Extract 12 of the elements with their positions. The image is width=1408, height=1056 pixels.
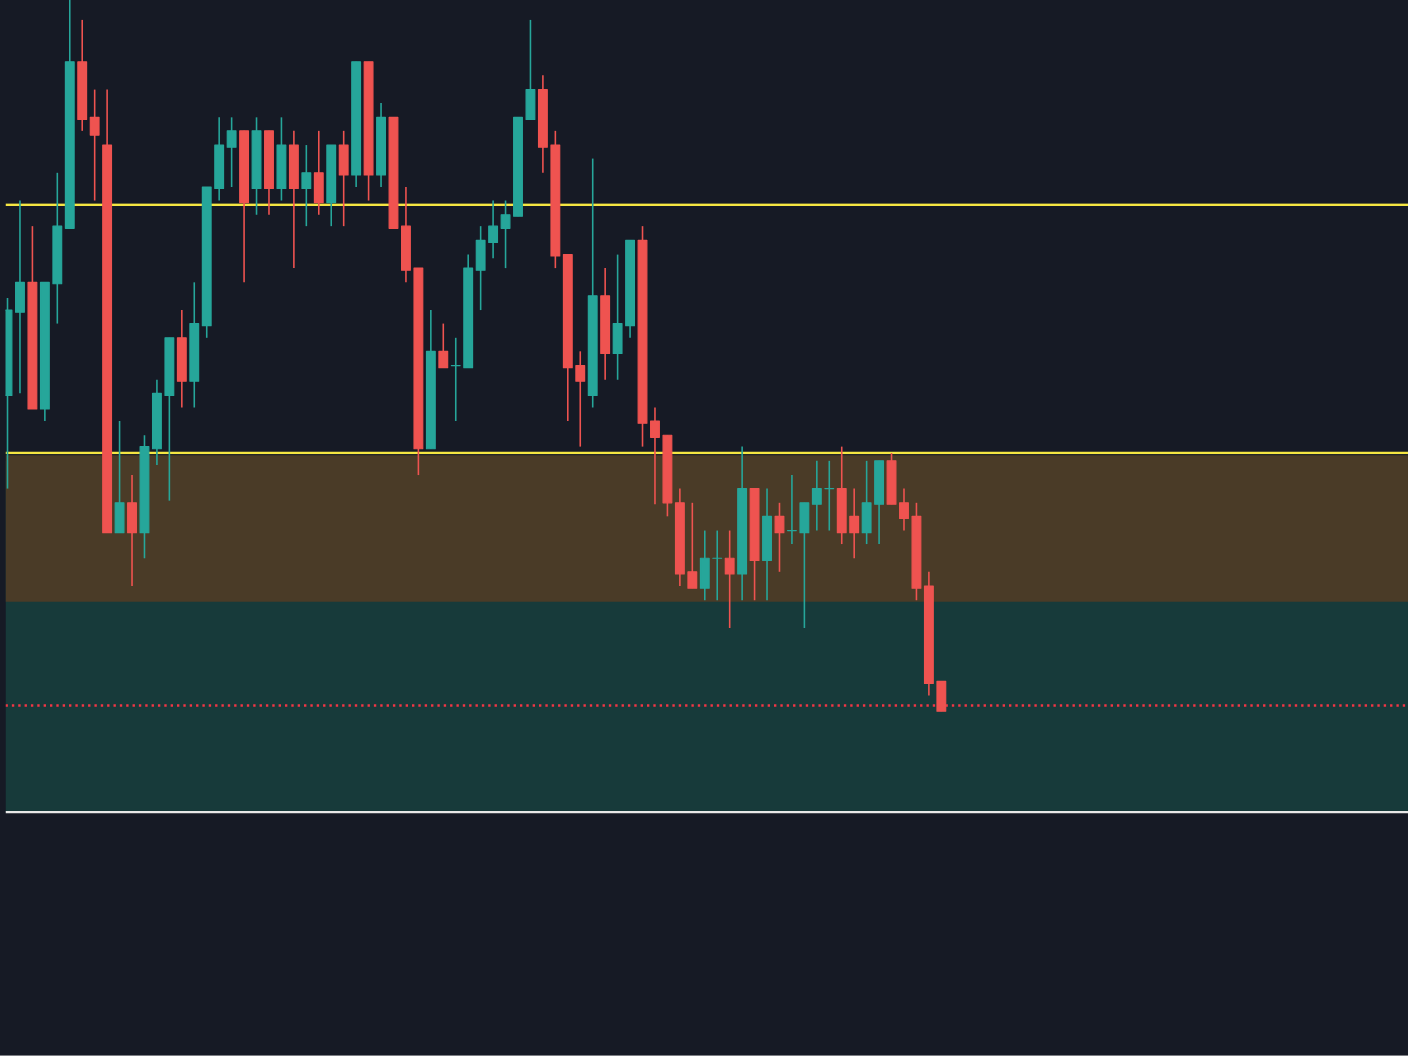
candlestick [762,487,772,602]
candlestick [276,116,287,202]
candlestick [176,309,187,409]
candlestick [313,130,324,216]
candlestick [338,130,349,228]
candlestick [114,420,125,534]
candlestick [724,529,735,629]
candlestick [288,130,299,269]
candlestick [301,144,312,228]
candlestick [438,322,449,369]
candlestick [127,474,137,587]
candlestick [774,502,785,573]
